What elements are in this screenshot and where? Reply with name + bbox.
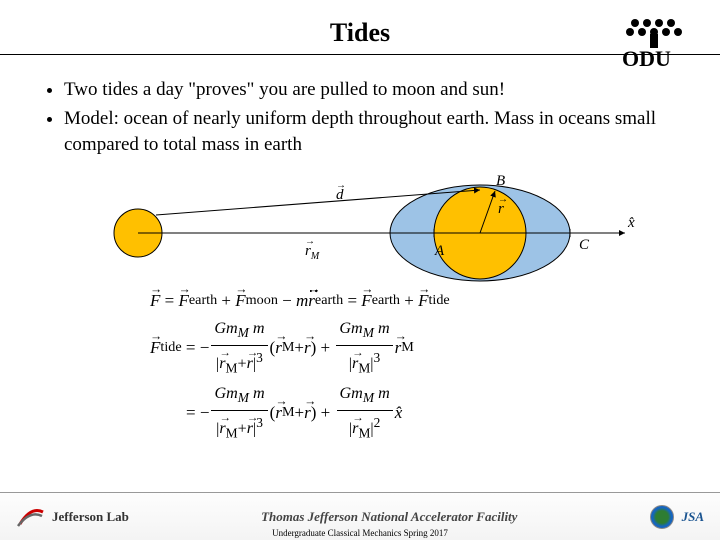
svg-text:→: → bbox=[305, 236, 315, 247]
jsa-logo-icon: JSA bbox=[682, 509, 704, 525]
sponsor-logos: JSA bbox=[650, 505, 704, 529]
bullet-item: Two tides a day "proves" you are pulled … bbox=[64, 77, 674, 104]
bullet-item: Model: ocean of nearly uniform depth thr… bbox=[64, 106, 674, 159]
svg-text:x̂: x̂ bbox=[627, 215, 635, 231]
slide-title: Tides bbox=[0, 18, 720, 48]
footer-center-text: Thomas Jefferson National Accelerator Fa… bbox=[261, 509, 517, 525]
eq-line-2: Ftide = − GmM m|rM+r|3 (rM+r) + GmM m|rM… bbox=[150, 316, 570, 379]
jlab-logo: Jefferson Lab bbox=[16, 502, 129, 532]
odu-text: ODU bbox=[622, 46, 671, 70]
diagram-svg: d→r→rM→ABCx̂ bbox=[80, 167, 640, 287]
title-rule bbox=[0, 54, 720, 55]
eq-line-1: F = Fearth + Fmoon − mrearth = Fearth + … bbox=[150, 287, 570, 314]
svg-text:B: B bbox=[496, 173, 505, 189]
doe-badge-icon bbox=[650, 505, 674, 529]
jlab-name: Jefferson Lab bbox=[52, 509, 129, 525]
svg-text:→: → bbox=[498, 194, 508, 205]
jlab-swoosh-icon bbox=[16, 502, 46, 532]
equations-block: F = Fearth + Fmoon − mrearth = Fearth + … bbox=[150, 287, 570, 444]
odu-logo-icon: ODU bbox=[620, 14, 692, 70]
svg-text:A: A bbox=[434, 243, 445, 259]
svg-text:→: → bbox=[336, 180, 346, 191]
svg-text:C: C bbox=[579, 237, 590, 253]
eq-line-3: = − GmM m|rM+r|3 (rM+r) + GmM m|rM|2 x̂ bbox=[150, 381, 570, 444]
bullet-list: Two tides a day "proves" you are pulled … bbox=[46, 77, 674, 159]
tides-diagram: d→r→rM→ABCx̂ bbox=[80, 167, 640, 287]
footer-course-text: Undergraduate Classical Mechanics Spring… bbox=[0, 528, 720, 538]
